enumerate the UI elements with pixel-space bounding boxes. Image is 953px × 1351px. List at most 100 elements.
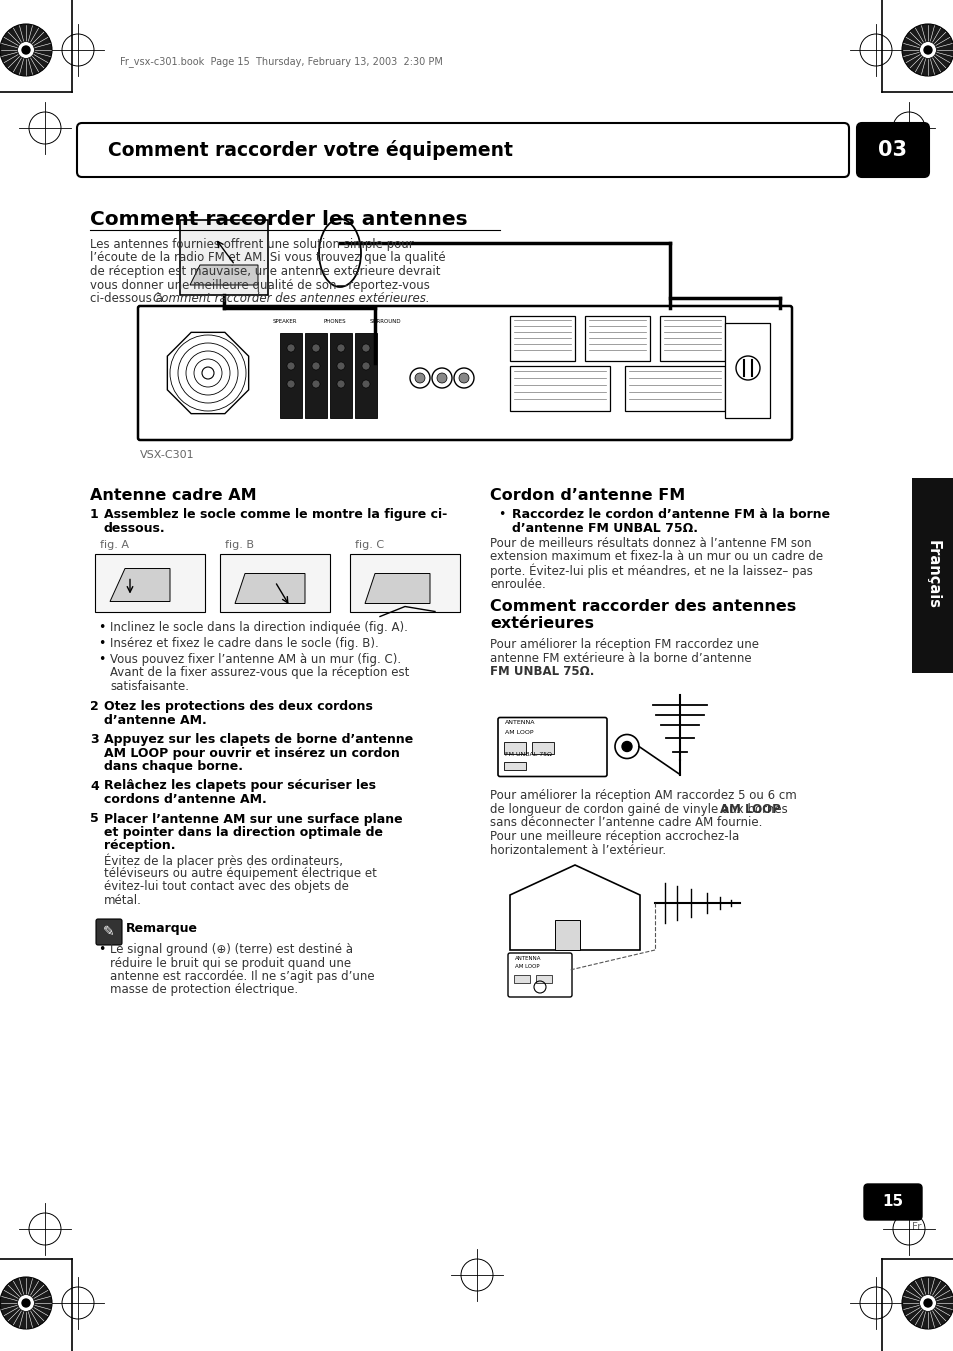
- Text: Raccordez le cordon d’antenne FM à la borne: Raccordez le cordon d’antenne FM à la bo…: [512, 508, 829, 521]
- Text: FM UNBAL 75Ω.: FM UNBAL 75Ω.: [490, 665, 594, 678]
- Text: SURROUND: SURROUND: [369, 319, 400, 324]
- Text: Pour améliorer la réception FM raccordez une: Pour améliorer la réception FM raccordez…: [490, 638, 759, 651]
- Text: 5: 5: [90, 812, 99, 825]
- Text: Fr_vsx-c301.book  Page 15  Thursday, February 13, 2003  2:30 PM: Fr_vsx-c301.book Page 15 Thursday, Febru…: [120, 57, 442, 68]
- Text: 15: 15: [882, 1194, 902, 1209]
- Text: Français: Français: [924, 540, 940, 609]
- Bar: [659, 316, 724, 361]
- Bar: [624, 366, 724, 411]
- Text: réception.: réception.: [104, 839, 175, 852]
- FancyBboxPatch shape: [220, 554, 330, 612]
- Text: Cordon d’antenne FM: Cordon d’antenne FM: [490, 488, 684, 503]
- Bar: [532, 742, 554, 754]
- Text: Placer l’antenne AM sur une surface plane: Placer l’antenne AM sur une surface plan…: [104, 812, 402, 825]
- Text: réduire le bruit qui se produit quand une: réduire le bruit qui se produit quand un…: [110, 957, 351, 970]
- FancyBboxPatch shape: [96, 919, 122, 944]
- Text: Otez les protections des deux cordons: Otez les protections des deux cordons: [104, 700, 373, 713]
- Text: SPEAKER: SPEAKER: [273, 319, 297, 324]
- Text: Les antennes fournies offrent une solution simple pour: Les antennes fournies offrent une soluti…: [90, 238, 414, 251]
- Bar: [911, 478, 953, 673]
- Circle shape: [923, 46, 932, 54]
- Text: Remarque: Remarque: [126, 921, 198, 935]
- Polygon shape: [365, 574, 430, 604]
- Bar: [555, 920, 579, 950]
- Text: 3: 3: [90, 734, 98, 746]
- Text: VSX-C301: VSX-C301: [140, 450, 194, 459]
- Text: vous donner une meilleure qualité de son—reportez-vous: vous donner une meilleure qualité de son…: [90, 278, 430, 292]
- Circle shape: [923, 1298, 932, 1308]
- Text: •: •: [98, 943, 105, 957]
- Text: sans déconnecter l’antenne cadre AM fournie.: sans déconnecter l’antenne cadre AM four…: [490, 816, 761, 830]
- Circle shape: [312, 345, 319, 353]
- FancyBboxPatch shape: [180, 220, 268, 295]
- Text: antenne est raccordée. Il ne s’agit pas d’une: antenne est raccordée. Il ne s’agit pas …: [110, 970, 375, 984]
- Text: et pointer dans la direction optimale de: et pointer dans la direction optimale de: [104, 825, 382, 839]
- Bar: [510, 316, 575, 361]
- Text: extérieures: extérieures: [490, 616, 594, 631]
- Text: de réception est mauvaise, une antenne extérieure devrait: de réception est mauvaise, une antenne e…: [90, 265, 440, 278]
- Circle shape: [312, 362, 319, 370]
- Text: métal.: métal.: [104, 893, 142, 907]
- FancyBboxPatch shape: [856, 123, 928, 177]
- Circle shape: [287, 380, 294, 388]
- Text: évitez-lui tout contact avec des objets de: évitez-lui tout contact avec des objets …: [104, 880, 349, 893]
- Text: Comment raccorder votre équipement: Comment raccorder votre équipement: [108, 141, 513, 159]
- Text: PHONES: PHONES: [323, 319, 346, 324]
- Text: Insérez et fixez le cadre dans le socle (fig. B).: Insérez et fixez le cadre dans le socle …: [110, 638, 378, 650]
- Circle shape: [458, 373, 469, 382]
- Text: Pour de meilleurs résultats donnez à l’antenne FM son: Pour de meilleurs résultats donnez à l’a…: [490, 536, 811, 550]
- Text: masse de protection électrique.: masse de protection électrique.: [110, 984, 297, 997]
- Text: Le signal ground (⊕) (terre) est destiné à: Le signal ground (⊕) (terre) est destiné…: [110, 943, 353, 957]
- Circle shape: [336, 380, 345, 388]
- Circle shape: [361, 380, 370, 388]
- Circle shape: [287, 345, 294, 353]
- Text: extension maximum et fixez-la à un mur ou un cadre de: extension maximum et fixez-la à un mur o…: [490, 550, 822, 563]
- Text: Fr: Fr: [911, 1223, 921, 1232]
- Circle shape: [415, 373, 424, 382]
- Text: d’antenne AM.: d’antenne AM.: [104, 713, 207, 727]
- Text: fig. C: fig. C: [355, 539, 384, 550]
- Bar: [536, 975, 552, 984]
- Text: Inclinez le socle dans la direction indiquée (fig. A).: Inclinez le socle dans la direction indi…: [110, 621, 408, 635]
- Circle shape: [21, 1298, 30, 1308]
- Circle shape: [21, 46, 30, 54]
- Text: horizontalement à l’extérieur.: horizontalement à l’extérieur.: [490, 843, 665, 857]
- Bar: [584, 316, 649, 361]
- Text: cordons d’antenne AM.: cordons d’antenne AM.: [104, 793, 267, 807]
- Text: •: •: [497, 508, 505, 521]
- Text: AM LOOP pour ouvrir et insérez un cordon: AM LOOP pour ouvrir et insérez un cordon: [104, 747, 399, 759]
- Text: téléviseurs ou autre équipement électrique et: téléviseurs ou autre équipement électriq…: [104, 866, 376, 880]
- Circle shape: [312, 380, 319, 388]
- Polygon shape: [110, 569, 170, 601]
- Bar: [724, 323, 769, 417]
- Text: Avant de la fixer assurez-vous que la réception est: Avant de la fixer assurez-vous que la ré…: [110, 666, 409, 680]
- Text: Assemblez le socle comme le montre la figure ci-: Assemblez le socle comme le montre la fi…: [104, 508, 447, 521]
- FancyBboxPatch shape: [863, 1183, 921, 1220]
- Text: AM LOOP: AM LOOP: [515, 965, 539, 969]
- Text: AM LOOP: AM LOOP: [504, 730, 533, 735]
- Circle shape: [336, 345, 345, 353]
- Text: Antenne cadre AM: Antenne cadre AM: [90, 488, 256, 503]
- Text: Comment raccorder des antennes: Comment raccorder des antennes: [490, 598, 796, 613]
- Text: FM UNBAL 75Ω: FM UNBAL 75Ω: [504, 751, 551, 757]
- FancyBboxPatch shape: [95, 554, 205, 612]
- Text: •: •: [98, 653, 105, 666]
- Bar: [510, 366, 609, 411]
- Text: enroulée.: enroulée.: [490, 577, 545, 590]
- Text: ANTENNA: ANTENNA: [504, 720, 535, 725]
- Text: •: •: [98, 638, 105, 650]
- Text: de longueur de cordon gainé de vinyle aux bornes: de longueur de cordon gainé de vinyle au…: [490, 802, 787, 816]
- Circle shape: [621, 742, 631, 751]
- FancyBboxPatch shape: [77, 123, 848, 177]
- Text: fig. B: fig. B: [225, 539, 253, 550]
- Text: Appuyez sur les clapets de borne d’antenne: Appuyez sur les clapets de borne d’anten…: [104, 734, 413, 746]
- Circle shape: [436, 373, 447, 382]
- Circle shape: [18, 42, 34, 58]
- Text: Comment raccorder les antennes: Comment raccorder les antennes: [90, 209, 467, 230]
- Text: l’écoute de la radio FM et AM. Si vous trouvez que la qualité: l’écoute de la radio FM et AM. Si vous t…: [90, 251, 445, 265]
- Bar: [503, 762, 525, 770]
- Text: antenne FM extérieure à la borne d’antenne: antenne FM extérieure à la borne d’anten…: [490, 651, 751, 665]
- Circle shape: [18, 1294, 34, 1312]
- Text: Évitez de la placer près des ordinateurs,: Évitez de la placer près des ordinateurs…: [104, 852, 343, 867]
- Circle shape: [0, 1277, 52, 1329]
